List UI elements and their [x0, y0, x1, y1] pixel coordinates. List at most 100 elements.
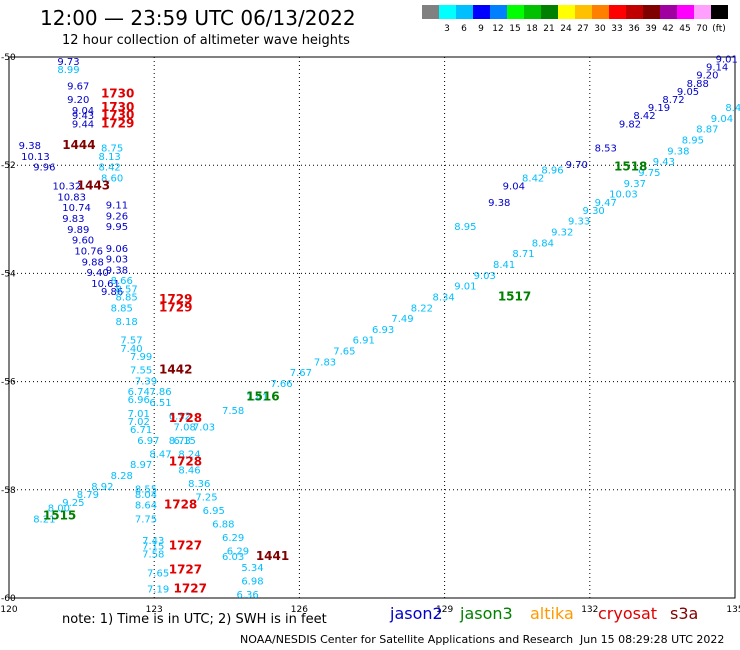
color-swatch: [694, 5, 711, 19]
wave-height-label: 9.40: [86, 268, 108, 279]
wave-height-label: 9.14: [706, 63, 728, 74]
pass-time-label: 1442: [159, 362, 192, 376]
color-swatch: [575, 5, 592, 19]
wave-height-label: 9.03: [474, 271, 496, 282]
footer-organization: NOAA/NESDIS Center for Satellite Applica…: [240, 633, 574, 646]
wave-height-label: 9.38: [19, 141, 41, 152]
wave-height-label: 7.75: [135, 514, 157, 525]
color-scale-label: 30: [594, 24, 606, 34]
pass-time-label: 1728: [164, 498, 197, 512]
wave-height-label: 9.82: [619, 119, 641, 130]
pass-time-label: 1517: [498, 289, 531, 303]
color-swatch: [439, 5, 456, 19]
wave-height-label: 7.08: [174, 422, 196, 433]
wave-height-label: 8.00: [48, 503, 70, 514]
wave-height-label: 9.33: [568, 217, 590, 228]
wave-height-label: 8.36: [188, 479, 210, 490]
wave-height-label: 7.58: [142, 549, 164, 560]
wave-height-label: 8.88: [687, 79, 709, 90]
map-subtitle: 12 hour collection of altimeter wave hei…: [62, 33, 350, 48]
wave-height-label: 8.42: [725, 103, 740, 114]
wave-height-label: 6.32: [169, 411, 191, 422]
color-scale-label: 33: [611, 24, 623, 34]
color-swatch: [711, 5, 728, 19]
color-scale-label: 9: [478, 24, 484, 34]
wave-height-label: 8.99: [57, 65, 79, 76]
wave-height-label: 6.97: [137, 436, 159, 447]
color-swatch: [558, 5, 575, 19]
wave-height-label: 8.71: [512, 249, 534, 260]
lon-tick-label: 123: [146, 605, 163, 615]
color-scale-label: 39: [645, 24, 657, 34]
wave-height-label: 8.24: [178, 449, 200, 460]
wave-height-label: 8.53: [595, 144, 617, 155]
pass-time-label: 1729: [101, 116, 134, 130]
wave-height-label: 6.36: [236, 590, 258, 601]
wave-height-label: 9.70: [566, 160, 588, 171]
legend-cryosat: cryosat: [598, 604, 658, 623]
lat-tick-label: -50: [1, 53, 16, 63]
wave-height-label: 8.97: [130, 460, 152, 471]
wave-height-label: 9.20: [67, 95, 89, 106]
lat-tick-label: -56: [1, 378, 16, 388]
wave-height-label: 7.02: [128, 417, 150, 428]
footer-timestamp: Jun 15 08:29:28 UTC 2022: [580, 633, 725, 646]
wave-height-label: 7.49: [391, 314, 413, 325]
pass-time-label: 1515: [43, 509, 76, 523]
wave-height-label: 7.66: [270, 379, 292, 390]
color-scale-label: 3: [444, 24, 450, 34]
wave-height-label: 6.51: [149, 398, 171, 409]
color-swatch: [422, 5, 439, 19]
pass-time-label: 1727: [169, 563, 202, 577]
legend-jason2: jason2: [390, 604, 443, 623]
wave-height-label: 9.32: [551, 228, 573, 239]
wave-height-label: 9.04: [503, 182, 525, 193]
wave-height-label: 9.75: [638, 168, 660, 179]
wave-height-label: 8.55: [135, 485, 157, 496]
color-scale-label: 45: [679, 24, 691, 34]
wave-height-label: 7.41: [246, 393, 268, 404]
color-scale-label: 6: [461, 24, 467, 34]
pass-time-label: 1444: [62, 138, 95, 152]
color-swatch: [524, 5, 541, 19]
legend-s3a: s3a: [670, 604, 699, 623]
wave-height-label: 9.20: [696, 71, 718, 82]
wave-height-label: 8.95: [454, 222, 476, 233]
pass-time-label: 1516: [246, 390, 279, 404]
color-scale-label: 18: [526, 24, 538, 34]
wave-height-label: 6.91: [353, 336, 375, 347]
wave-height-label: 8.85: [115, 292, 137, 303]
color-swatch: [592, 5, 609, 19]
wave-height-label: 9.01: [716, 54, 738, 65]
wave-height-label: 7.86: [149, 387, 171, 398]
wave-height-label: 9.95: [106, 222, 128, 233]
color-scale-unit: (ft): [712, 24, 726, 34]
wave-height-label: 8.04: [135, 490, 157, 501]
wave-height-label: 9.38: [667, 146, 689, 157]
wave-height-label: 8.57: [115, 284, 137, 295]
map-frame: [8, 56, 736, 599]
wave-height-label: 9.89: [67, 225, 89, 236]
wave-height-label: 9.38: [488, 198, 510, 209]
wave-height-label: 9.73: [57, 57, 79, 68]
wave-height-label: 9.04: [72, 106, 94, 117]
wave-height-label: 9.43: [653, 157, 675, 168]
wave-height-label: 8.21: [33, 514, 55, 525]
wave-height-label: 9.43: [72, 111, 94, 122]
color-swatch: [609, 5, 626, 19]
lon-tick-label: 129: [436, 605, 453, 615]
wave-height-label: 8.92: [91, 482, 113, 493]
wave-height-label: 6.96: [128, 395, 150, 406]
pass-time-label: 1441: [256, 549, 289, 563]
wave-height-label: 9.88: [82, 257, 104, 268]
wave-height-label: 7.01: [128, 409, 150, 420]
wave-height-label: 8.18: [115, 317, 137, 328]
wave-height-label: 9.11: [106, 200, 128, 211]
legend-jason3: jason3: [460, 604, 513, 623]
wave-height-label: 8.42: [522, 173, 544, 184]
wave-height-label: 10.83: [57, 192, 86, 203]
wave-height-label: 8.22: [411, 303, 433, 314]
lat-tick-label: -52: [1, 161, 16, 171]
wave-height-label: 9.05: [677, 87, 699, 98]
